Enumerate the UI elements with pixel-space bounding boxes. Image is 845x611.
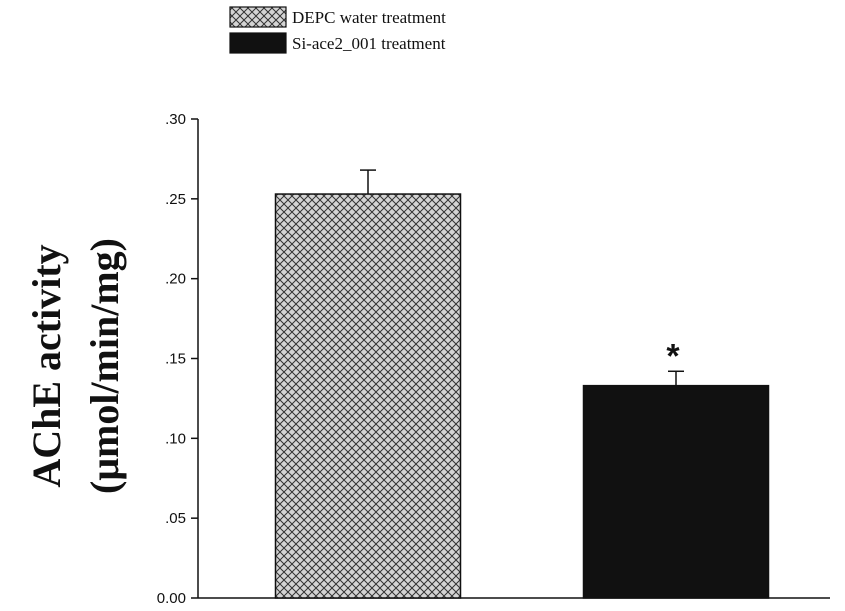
y-tick-label: .10 — [165, 430, 186, 447]
y-tick-label: .15 — [165, 351, 186, 368]
legend-swatch-2 — [229, 32, 287, 54]
y-tick-label: .25 — [165, 191, 186, 208]
y-axis-label-line-2: (μmol/min/mg) — [82, 238, 127, 494]
bar-1 — [274, 193, 462, 599]
bar-2 — [582, 384, 770, 599]
y-axis-label-line-1: AChE activity — [24, 244, 69, 487]
legend: DEPC water treatment Si-ace2_001 treatmen… — [229, 6, 446, 54]
bars: * — [274, 169, 770, 599]
y-tick-label: .05 — [165, 510, 186, 527]
legend-label-2: Si-ace2_001 treatment — [292, 34, 446, 53]
y-tick-label: .20 — [165, 271, 186, 288]
y-tick-label: .30 — [165, 111, 186, 128]
y-axis-label: AChE activity (μmol/min/mg) — [24, 238, 127, 494]
legend-swatch-1 — [229, 6, 287, 28]
significance-marker: * — [666, 337, 680, 375]
legend-label-1: DEPC water treatment — [292, 8, 446, 27]
y-tick-label: 0.00 — [157, 590, 186, 607]
